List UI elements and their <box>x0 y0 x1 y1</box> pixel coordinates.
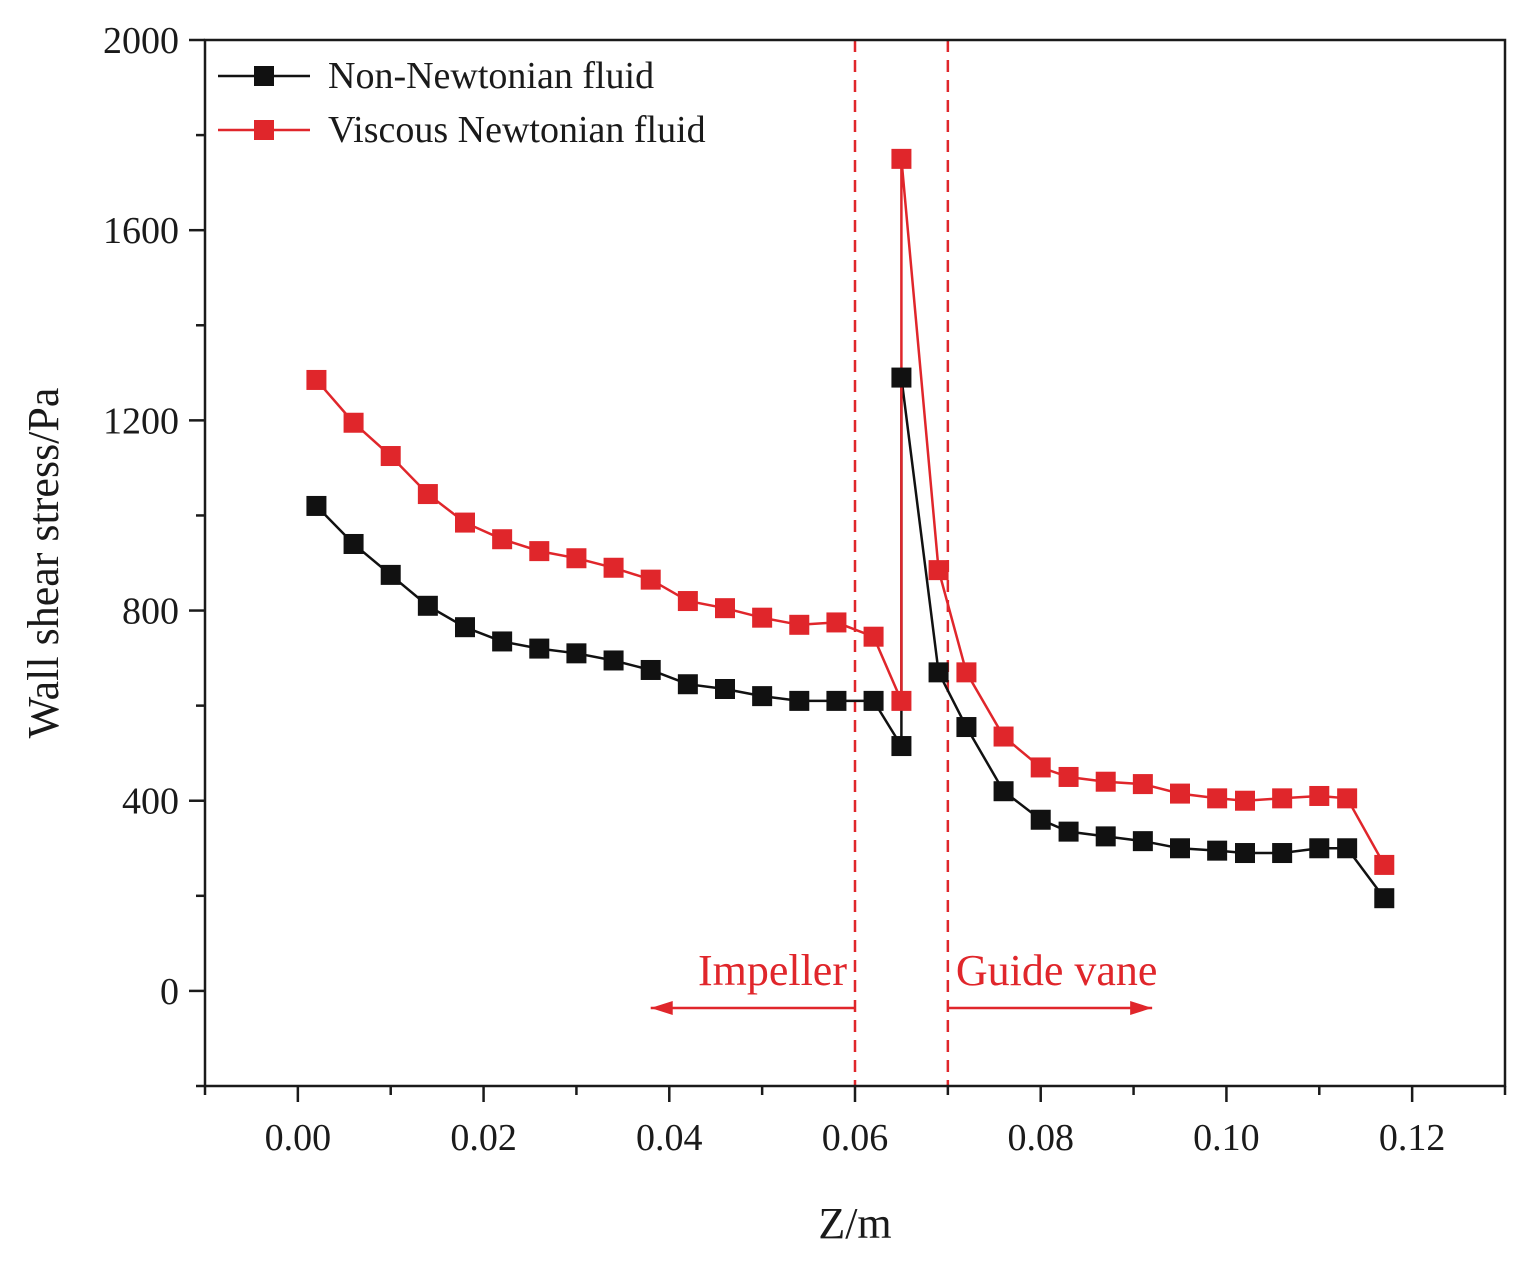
data-point-series-2 <box>928 560 949 581</box>
data-point-series-2 <box>529 541 550 562</box>
data-point-series-1 <box>1095 826 1116 847</box>
x-tick-label: 0.02 <box>450 1117 517 1159</box>
y-tick-label: 1600 <box>103 210 179 252</box>
data-point-series-2 <box>1272 788 1293 809</box>
data-point-series-1 <box>640 659 661 680</box>
data-point-series-2 <box>492 529 513 550</box>
data-point-series-2 <box>1337 788 1358 809</box>
data-point-series-2 <box>993 726 1014 747</box>
y-tick-label: 800 <box>122 591 179 633</box>
legend-marker <box>254 66 274 86</box>
data-point-series-1 <box>677 674 698 695</box>
data-point-series-2 <box>640 569 661 590</box>
x-tick-label: 0.06 <box>822 1117 889 1159</box>
y-tick-label: 0 <box>160 971 179 1013</box>
annotation-label: Impeller <box>698 946 847 995</box>
x-tick-label: 0.04 <box>636 1117 703 1159</box>
data-point-series-1 <box>715 678 735 699</box>
data-point-series-1 <box>1309 838 1330 859</box>
data-point-series-2 <box>1030 757 1051 778</box>
data-point-series-1 <box>891 736 912 757</box>
data-point-series-2 <box>455 512 475 533</box>
data-point-series-1 <box>1374 888 1395 909</box>
data-point-series-1 <box>1235 843 1255 864</box>
data-point-series-2 <box>677 591 698 612</box>
data-point-series-1 <box>455 617 475 638</box>
data-point-series-1 <box>1132 831 1153 852</box>
data-point-series-1 <box>343 533 364 554</box>
legend-marker <box>254 120 274 140</box>
data-point-series-1 <box>1058 821 1079 842</box>
series-line-1 <box>315 377 1386 899</box>
data-point-series-1 <box>1170 838 1190 859</box>
annotation-arrow-head <box>650 1001 673 1015</box>
annotation-label: Guide vane <box>956 946 1158 995</box>
data-point-series-1 <box>863 690 884 711</box>
x-tick-label: 0.00 <box>265 1117 332 1159</box>
data-point-series-2 <box>1374 854 1395 875</box>
data-point-series-1 <box>529 638 550 659</box>
data-point-series-2 <box>891 690 912 711</box>
data-point-series-2 <box>863 626 884 647</box>
x-tick-label: 0.08 <box>1007 1117 1074 1159</box>
legend-label: Non-Newtonian fluid <box>328 55 654 97</box>
data-point-series-1 <box>1207 840 1228 861</box>
legend-label: Viscous Newtonian fluid <box>328 109 706 151</box>
data-point-series-2 <box>752 607 773 628</box>
data-point-series-1 <box>380 564 401 585</box>
data-point-series-1 <box>891 367 912 388</box>
y-tick-label: 1200 <box>103 400 179 442</box>
x-tick-label: 0.12 <box>1379 1117 1446 1159</box>
data-point-series-2 <box>306 369 327 390</box>
data-point-series-2 <box>380 446 401 467</box>
data-point-series-1 <box>603 650 624 671</box>
data-point-series-1 <box>993 781 1014 802</box>
data-point-series-2 <box>603 557 624 578</box>
data-point-series-1 <box>566 643 587 664</box>
data-point-series-2 <box>566 548 587 569</box>
data-point-series-1 <box>928 662 949 683</box>
data-point-series-1 <box>417 595 438 616</box>
data-point-series-1 <box>956 717 977 738</box>
data-point-series-2 <box>789 614 810 635</box>
data-point-series-1 <box>306 495 327 516</box>
data-point-series-2 <box>1170 783 1190 804</box>
data-point-series-1 <box>1272 843 1293 864</box>
data-point-series-2 <box>1132 774 1153 795</box>
data-point-series-1 <box>1030 809 1051 830</box>
data-point-series-1 <box>752 686 773 707</box>
x-axis-title: Z/m <box>818 1199 891 1248</box>
data-point-series-2 <box>715 598 735 619</box>
annotation-arrow-head <box>1130 1001 1153 1015</box>
series-line-2 <box>315 158 1386 866</box>
data-point-series-2 <box>891 148 912 169</box>
x-tick-label: 0.10 <box>1193 1117 1260 1159</box>
y-tick-label: 2000 <box>103 20 179 62</box>
y-tick-label: 400 <box>122 781 179 823</box>
data-point-series-2 <box>1309 785 1330 806</box>
data-point-series-2 <box>1207 788 1228 809</box>
data-point-series-2 <box>1095 771 1116 792</box>
data-point-series-2 <box>1058 766 1079 787</box>
data-point-series-2 <box>1235 790 1255 811</box>
data-point-series-2 <box>826 612 847 633</box>
data-point-series-2 <box>343 412 364 433</box>
y-axis-title: Wall shear stress/Pa <box>19 388 68 739</box>
data-point-series-2 <box>956 662 977 683</box>
data-point-series-1 <box>789 690 810 711</box>
data-point-series-2 <box>417 484 438 505</box>
data-point-series-1 <box>492 631 513 652</box>
data-point-series-1 <box>1337 838 1358 859</box>
data-point-series-1 <box>826 690 847 711</box>
